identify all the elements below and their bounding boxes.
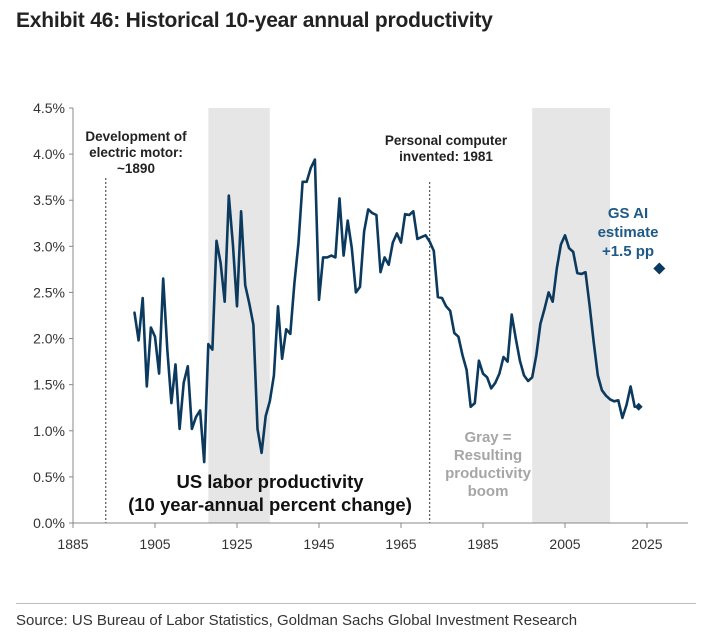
- y-tick-label: 2.0%: [33, 331, 65, 347]
- y-tick-label: 0.5%: [33, 469, 65, 485]
- ai-estimate-marker: [653, 262, 666, 275]
- personal-computer-note: Personal computer: [385, 133, 508, 148]
- electric-motor-note: electric motor:: [89, 145, 183, 160]
- y-tick-label: 1.0%: [33, 423, 65, 439]
- gs-ai-estimate-note: estimate: [598, 224, 659, 241]
- x-tick-label: 1945: [303, 536, 334, 552]
- series-layer: [133, 158, 666, 464]
- gs-ai-estimate-note: +1.5 pp: [602, 243, 654, 260]
- x-tick-label: 2025: [631, 536, 662, 552]
- y-tick-label: 4.5%: [33, 100, 65, 116]
- x-tick-label: 2005: [549, 536, 580, 552]
- gray-shading-note: Gray =: [464, 429, 511, 446]
- x-tick-label: 1885: [57, 536, 88, 552]
- gray-shading-note: Resulting: [454, 447, 522, 464]
- shaded-period-2: [532, 108, 611, 523]
- personal-computer-note: invented: 1981: [399, 149, 493, 164]
- shaded-period-1: [208, 108, 270, 523]
- x-tick-label: 1905: [139, 536, 170, 552]
- x-tick-label: 1965: [385, 536, 416, 552]
- source-note: Source: US Bureau of Labor Statistics, G…: [16, 612, 578, 629]
- y-tick-label: 1.5%: [33, 377, 65, 393]
- gs-ai-estimate-note: GS AI: [608, 205, 648, 222]
- electric-motor-note: Development of: [85, 129, 187, 144]
- y-tick-label: 3.0%: [33, 238, 65, 254]
- us-labor-productivity-label: (10 year-annual percent change): [128, 494, 412, 515]
- y-tick-labels: 0.0% 0.5% 1.0% 1.5% 2.0% 2.5% 3.0% 3.5% 4.0% 4.5%: [33, 100, 73, 531]
- event-lines: [105, 178, 431, 523]
- page-title: Exhibit 46: Historical 10-year annual pr…: [16, 9, 493, 32]
- x-tick-labels: 1885 1905 1925 1945 1965 1985 2005 2025: [57, 523, 663, 552]
- y-tick-label: 3.5%: [33, 192, 65, 208]
- axes: [72, 108, 688, 524]
- productivity-line: [133, 158, 637, 464]
- footer-divider: [16, 603, 696, 604]
- shaded-periods: [208, 108, 611, 523]
- x-tick-label: 1985: [467, 536, 498, 552]
- y-tick-label: 4.0%: [33, 146, 65, 162]
- electric-motor-note: ~1890: [117, 161, 155, 176]
- gray-shading-note: boom: [468, 483, 509, 500]
- gray-shading-note: productivity: [445, 465, 531, 482]
- x-tick-label: 1925: [221, 536, 252, 552]
- y-tick-label: 2.5%: [33, 284, 65, 300]
- y-tick-label: 0.0%: [33, 515, 65, 531]
- latest-value-marker: [634, 402, 643, 411]
- us-labor-productivity-label: US labor productivity: [176, 471, 364, 492]
- productivity-chart: 0.0% 0.5% 1.0% 1.5% 2.0% 2.5% 3.0% 3.5% 4.0% 4.5%…: [33, 100, 688, 552]
